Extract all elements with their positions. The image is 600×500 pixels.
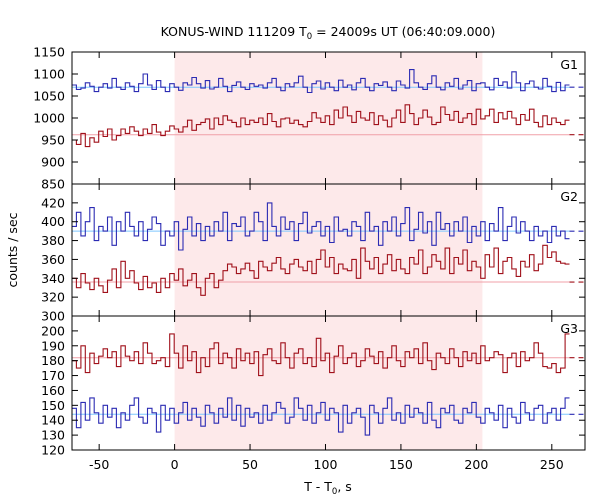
y-tick-label: 200 (41, 323, 65, 338)
series-blue-steps (72, 397, 570, 436)
x-tick-label: 150 (389, 457, 413, 472)
y-tick-label: 150 (41, 398, 65, 413)
y-tick-label: 1000 (33, 111, 65, 126)
y-tick-label: 380 (41, 233, 65, 248)
panel-label: G3 (560, 321, 578, 336)
y-tick-label: 1100 (33, 67, 65, 82)
y-axis-label: counts / sec (5, 212, 20, 287)
y-tick-label: 190 (41, 338, 65, 353)
x-tick-label: -50 (89, 457, 109, 472)
y-tick-label: 420 (41, 195, 65, 210)
y-tick-label: 160 (41, 383, 65, 398)
chart-title-main: KONUS-WIND 111209 T (161, 24, 307, 39)
chart-title-rest: = 24009s UT (06:40:09.000) (312, 24, 495, 39)
y-tick-label: 120 (41, 443, 65, 458)
panel-g2: 320 340 360 380 400 420 300 G2 (41, 183, 586, 324)
plot-area: 9009501000105011001150850G13203403603804… (33, 45, 586, 472)
panel-g1: 900 950 1000 1050 1100 1150 850 G1 (33, 45, 586, 192)
x-tick-label: 250 (540, 457, 564, 472)
y-tick-label: 360 (41, 252, 65, 267)
x-axis-label-rest: , s (337, 479, 351, 494)
y-tick-label: 140 (41, 413, 65, 428)
series-red-steps (72, 244, 570, 296)
y-tick-label: 850 (41, 177, 65, 192)
x-axis-label-main: T - T (303, 479, 332, 494)
panel-label: G2 (560, 189, 578, 204)
series-red-steps (72, 104, 570, 148)
y-tick-label: 1150 (33, 45, 65, 60)
shaded-interval (174, 52, 483, 450)
x-tick-label: 0 (171, 457, 179, 472)
y-tick-label: 400 (41, 214, 65, 229)
y-tick-label: 900 (41, 155, 65, 170)
x-axis-label-subscript: 0 (332, 487, 337, 497)
series-blue-steps (72, 202, 570, 251)
x-axis-label: T - T0, s (303, 479, 352, 497)
panel-label: G1 (560, 57, 578, 72)
y-tick-label: 320 (41, 290, 65, 305)
y-tick-label: 950 (41, 133, 65, 148)
y-tick-label: 300 (41, 309, 65, 324)
x-tick-label: 100 (314, 457, 338, 472)
x-tick-label: 50 (242, 457, 258, 472)
y-tick-label: 340 (41, 271, 65, 286)
x-tick-label: 200 (464, 457, 488, 472)
panel-frame (71, 315, 586, 451)
y-tick-label: 130 (41, 428, 65, 443)
series-blue-steps (72, 69, 570, 94)
chart-title-subscript: 0 (307, 32, 312, 42)
series-red-steps (72, 333, 570, 377)
y-tick-label: 170 (41, 368, 65, 383)
chart-title: KONUS-WIND 111209 T0 = 24009s UT (06:40:… (161, 24, 496, 42)
y-tick-label: 1050 (33, 89, 65, 104)
y-tick-label: 180 (41, 353, 65, 368)
